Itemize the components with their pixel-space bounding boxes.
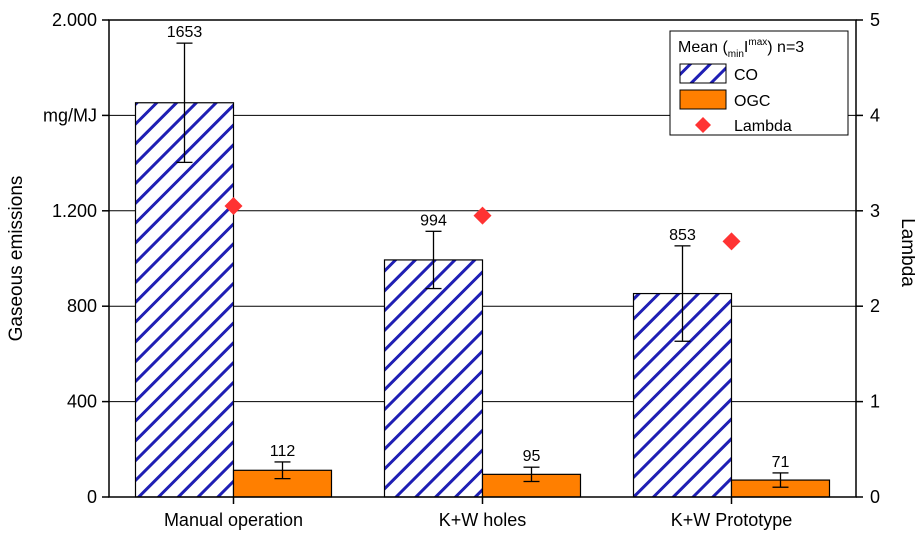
lambda-markers	[224, 197, 741, 251]
legend-label-ogc: OGC	[734, 93, 770, 110]
y2-tick-label: 1	[870, 392, 880, 412]
data-label: 994	[420, 212, 447, 229]
x-tick-label: Manual operation	[164, 510, 303, 530]
x-tick-label: K+W Prototype	[671, 510, 793, 530]
y2-tick-label: 2	[870, 296, 880, 316]
y2-axis-title: Lambda	[897, 218, 915, 287]
bar-ogc	[232, 469, 333, 498]
legend-title: Mean (minImax) n=3	[678, 37, 804, 60]
legend-swatch-co	[679, 63, 727, 84]
data-label: 112	[270, 443, 296, 460]
legend-label-lambda: Lambda	[734, 118, 792, 135]
bar-co	[383, 259, 484, 498]
lambda-marker	[722, 232, 741, 251]
y2-tick-label: 0	[870, 487, 880, 507]
lambda-marker	[224, 197, 243, 216]
x-tick-label: K+W holes	[439, 510, 527, 530]
data-label: 853	[669, 227, 696, 244]
legend-swatch-ogc	[679, 89, 727, 110]
legend-title-prefix: Mean (	[678, 39, 728, 56]
legend-title-main: I	[744, 39, 748, 56]
y-tick-label: 800	[67, 296, 97, 316]
axes: 0 400 800 1.200 mg/MJ 2.000 0 1 2 3 4 5 Manual opera…	[43, 10, 880, 530]
lambda-marker	[473, 206, 492, 225]
data-label: 1653	[167, 24, 203, 41]
y-tick-label: 2.000	[52, 10, 97, 30]
legend-label-co: CO	[734, 67, 758, 84]
y-tick-label: mg/MJ	[43, 105, 97, 125]
legend: Mean (minImax) n=3 CO OGC Lambda	[669, 30, 849, 136]
data-label: 71	[772, 454, 790, 471]
y-tick-label: 0	[87, 487, 97, 507]
legend-title-sup: max	[748, 37, 767, 48]
legend-title-sub: min	[728, 49, 744, 60]
y2-tick-label: 4	[870, 105, 880, 125]
data-label: 95	[523, 448, 541, 465]
y-axis-title: Gaseous emissions	[6, 176, 27, 342]
y-tick-label: 1.200	[52, 201, 97, 221]
legend-swatch-lambda	[695, 117, 711, 133]
bars: 1653 112 994 95 853 71	[134, 24, 831, 498]
legend-title-suffix: ) n=3	[767, 39, 804, 56]
y2-tick-label: 5	[870, 10, 880, 30]
y-tick-label: 400	[67, 392, 97, 412]
y2-tick-label: 3	[870, 201, 880, 221]
bar-co	[134, 102, 235, 498]
